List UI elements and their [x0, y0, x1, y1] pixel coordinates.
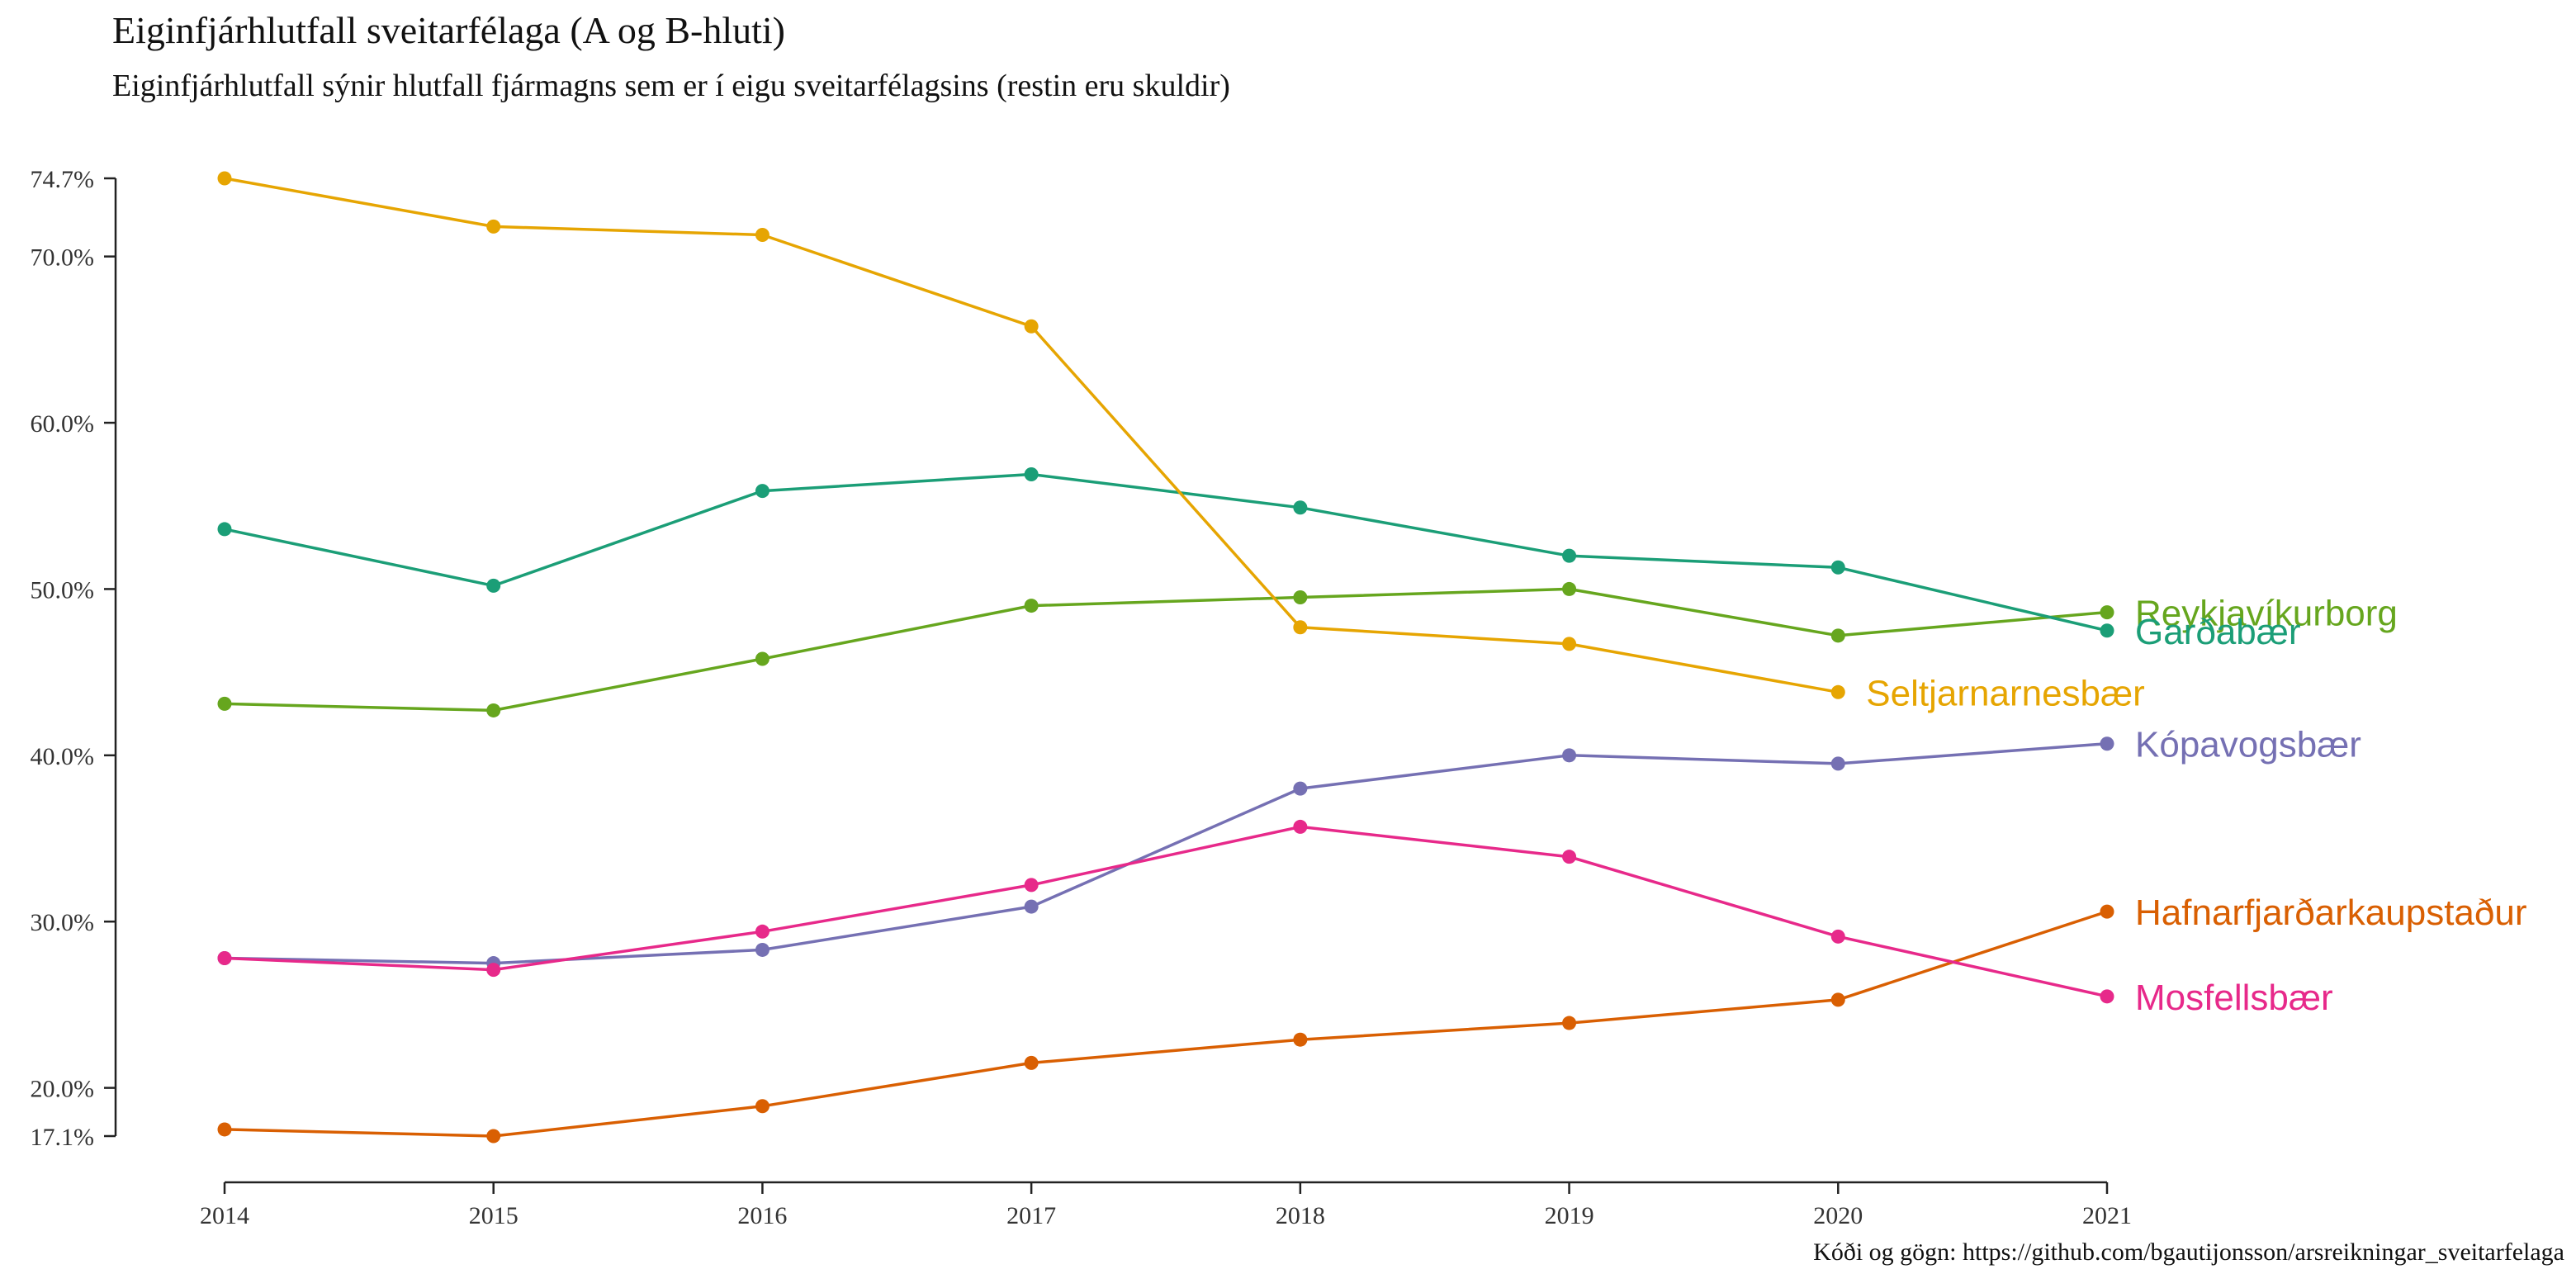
data-point-reykjavi-kurborg: [1562, 581, 1577, 596]
x-tick-label: 2019: [1545, 1202, 1594, 1229]
series-label-reykjavi-kurborg: Reykjavíkurborg: [2135, 594, 2398, 634]
data-point-mosfellsb-r: [486, 963, 501, 978]
y-tick-label: 40.0%: [31, 743, 95, 770]
x-tick-label: 2020: [1813, 1202, 1863, 1229]
y-tick-label: 60.0%: [31, 410, 95, 438]
series-points: [217, 171, 2114, 1144]
series-line-gar-ab-r: [224, 472, 2108, 632]
data-point-gar-ab-r: [1830, 560, 1845, 575]
data-point-hafnarfjar-arkaupsta-ur: [1830, 992, 1845, 1007]
y-tick-label: 50.0%: [31, 576, 95, 604]
data-point-ko-pavogsb-r: [2100, 736, 2114, 751]
series-label-mosfellsb-r: Mosfellsbær: [2135, 978, 2333, 1018]
series-lines: [224, 177, 2108, 1138]
data-point-gar-ab-r: [755, 484, 769, 499]
data-point-hafnarfjar-arkaupsta-ur: [755, 1099, 769, 1114]
axes: 17.1% 20.0% 30.0% 40.0% 50.0% 60.0% 70.0% 74.7%…: [31, 166, 2133, 1229]
y-tick-label: 17.1%: [31, 1124, 95, 1151]
data-point-hafnarfjar-arkaupsta-ur: [217, 1122, 232, 1137]
data-point-ko-pavogsb-r: [755, 942, 769, 957]
data-point-mosfellsb-r: [1562, 850, 1577, 864]
chart-caption: Kóði og gögn: https://github.com/bgautij…: [1813, 1238, 2564, 1266]
data-point-hafnarfjar-arkaupsta-ur: [2100, 904, 2114, 919]
x-tick-label: 2021: [2082, 1202, 2132, 1229]
series-label-ko-pavogsb-r: Kópavogsbær: [2135, 725, 2361, 765]
y-tick-label: 30.0%: [31, 909, 95, 936]
data-point-ko-pavogsb-r: [1024, 899, 1039, 914]
series-label-hafnarfjar-arkaupsta-ur: Hafnarfjarðarkaupstaður: [2135, 893, 2526, 933]
series-line-mosfellsb-r: [224, 825, 2108, 998]
chart-subtitle: Eiginfjárhlutfall sýnir hlutfall fjármag…: [112, 69, 1230, 103]
data-point-hafnarfjar-arkaupsta-ur: [1024, 1055, 1039, 1070]
data-point-gar-ab-r: [1562, 548, 1577, 563]
series-line-seltjarnarnesb-r: [224, 177, 1839, 694]
data-point-mosfellsb-r: [1024, 878, 1039, 893]
series-label-gar-ab-r: Garðabær: [2135, 612, 2301, 652]
x-tick-label: 2018: [1276, 1202, 1325, 1229]
series-label-seltjarnarnesb-r: Seltjarnarnesbær: [1866, 673, 2145, 713]
data-point-gar-ab-r: [1293, 500, 1308, 515]
data-point-mosfellsb-r: [2100, 989, 2114, 1004]
y-tick-label: 70.0%: [31, 244, 95, 272]
y-tick-label: 20.0%: [31, 1076, 95, 1103]
data-point-reykjavi-kurborg: [1024, 599, 1039, 613]
data-point-reykjavi-kurborg: [217, 696, 232, 711]
series-line-ko-pavogsb-r: [224, 741, 2108, 965]
series-line-reykjavi-kurborg: [224, 587, 2108, 713]
series-line-hafnarfjar-arkaupsta-ur: [224, 910, 2108, 1138]
data-point-ko-pavogsb-r: [1293, 781, 1308, 796]
data-point-mosfellsb-r: [755, 924, 769, 939]
y-tick-label: 74.7%: [31, 166, 95, 193]
data-point-hafnarfjar-arkaupsta-ur: [1562, 1016, 1577, 1030]
data-point-seltjarnarnesb-r: [1830, 684, 1845, 699]
data-point-mosfellsb-r: [1293, 819, 1308, 834]
data-point-reykjavi-kurborg: [486, 703, 501, 717]
data-point-mosfellsb-r: [1830, 929, 1845, 944]
x-tick-label: 2017: [1006, 1202, 1056, 1229]
data-point-gar-ab-r: [486, 578, 501, 593]
x-tick-label: 2015: [469, 1202, 519, 1229]
data-point-reykjavi-kurborg: [2100, 605, 2114, 620]
data-point-seltjarnarnesb-r: [1024, 319, 1039, 334]
data-point-gar-ab-r: [2100, 623, 2114, 638]
data-point-seltjarnarnesb-r: [1562, 637, 1577, 651]
data-point-gar-ab-r: [217, 522, 232, 537]
data-point-hafnarfjar-arkaupsta-ur: [486, 1129, 501, 1144]
data-point-reykjavi-kurborg: [1830, 628, 1845, 643]
data-point-seltjarnarnesb-r: [217, 171, 232, 186]
chart-title: Eiginfjárhlutfall sveitarfélaga (A og B-…: [112, 9, 785, 51]
data-point-mosfellsb-r: [217, 951, 232, 966]
data-point-ko-pavogsb-r: [1562, 748, 1577, 763]
data-point-seltjarnarnesb-r: [755, 227, 769, 242]
data-point-reykjavi-kurborg: [1293, 590, 1308, 604]
x-tick-label: 2014: [200, 1202, 249, 1229]
data-point-ko-pavogsb-r: [1830, 756, 1845, 771]
data-point-gar-ab-r: [1024, 466, 1039, 481]
data-point-hafnarfjar-arkaupsta-ur: [1293, 1032, 1308, 1047]
x-tick-label: 2016: [737, 1202, 787, 1229]
data-point-seltjarnarnesb-r: [486, 219, 501, 234]
data-point-seltjarnarnesb-r: [1293, 620, 1308, 635]
data-point-reykjavi-kurborg: [755, 651, 769, 666]
